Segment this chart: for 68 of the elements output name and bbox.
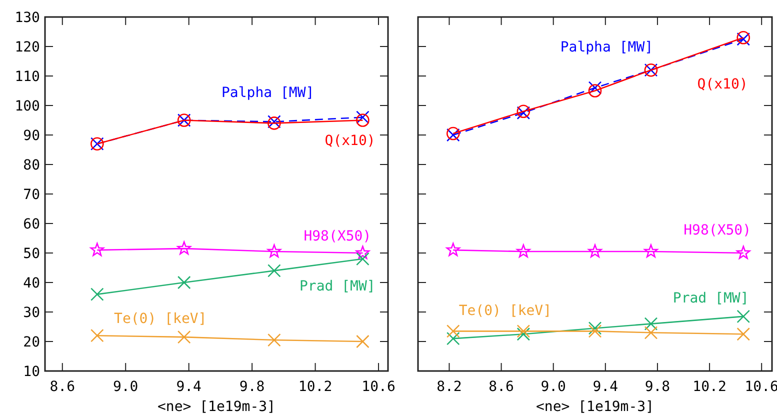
point xyxy=(268,264,281,278)
point xyxy=(588,81,602,94)
point xyxy=(267,244,282,258)
x-tick-label: 8.6 xyxy=(50,379,76,395)
series-label: Te(0) [keV] xyxy=(458,302,552,319)
point xyxy=(588,244,602,258)
x-tick-label: 9.0 xyxy=(540,379,566,395)
x-tick-label: 9.0 xyxy=(112,379,138,395)
x-tick-label: 9.8 xyxy=(644,379,670,395)
point xyxy=(644,326,658,340)
point xyxy=(177,241,192,255)
point xyxy=(516,244,530,258)
y-tick-label: 80 xyxy=(23,158,40,174)
y-tick-label: 70 xyxy=(23,187,40,203)
x-tick-label: 10.2 xyxy=(692,379,726,395)
point xyxy=(588,84,602,98)
y-tick-label: 40 xyxy=(23,276,40,292)
point xyxy=(90,242,104,256)
point xyxy=(90,328,104,342)
y-tick-label: 20 xyxy=(23,334,40,350)
series-label: Te(0) [keV] xyxy=(114,310,207,327)
x-tick-label: 10.2 xyxy=(298,379,332,395)
series-label: H98(X50) xyxy=(684,222,752,238)
point xyxy=(177,330,191,344)
point xyxy=(736,246,750,259)
point xyxy=(356,334,370,348)
series-label: Palpha [MW] xyxy=(560,40,654,56)
x-tick-label: 10.6 xyxy=(362,379,396,395)
point xyxy=(356,110,370,124)
series-label: Q(x10) xyxy=(697,76,748,92)
x-tick-label: 8.6 xyxy=(488,379,514,395)
point xyxy=(177,276,191,290)
point xyxy=(588,324,602,338)
y-tick-label: 50 xyxy=(23,246,40,262)
point xyxy=(356,114,370,127)
y-tick-label: 90 xyxy=(23,128,40,144)
point xyxy=(644,317,658,330)
point xyxy=(588,322,602,335)
point xyxy=(644,244,658,258)
y-tick-label: 10 xyxy=(23,364,40,380)
point xyxy=(356,252,370,266)
x-axis-title: <ne> [1e19m-3] xyxy=(157,399,276,415)
x-tick-label: 8.2 xyxy=(436,379,462,395)
point xyxy=(736,310,750,324)
x-tick-label: 9.4 xyxy=(176,379,202,395)
point xyxy=(516,324,530,338)
point xyxy=(268,333,281,347)
y-tick-label: 110 xyxy=(14,69,40,85)
series-label: H98(X50) xyxy=(304,228,372,244)
series-label: Prad [MW] xyxy=(672,290,749,306)
point xyxy=(90,288,104,301)
y-tick-label: 120 xyxy=(14,40,40,56)
point xyxy=(446,242,460,256)
series-label: Palpha [MW] xyxy=(222,84,314,101)
x-tick-label: 9.4 xyxy=(592,379,618,395)
point xyxy=(516,327,530,341)
y-tick-label: 60 xyxy=(23,216,40,232)
point xyxy=(446,324,460,338)
x-axis-title: <ne> [1e19m-3] xyxy=(536,399,654,415)
point xyxy=(736,327,750,341)
y-tick-label: 100 xyxy=(14,98,40,114)
series-label: Prad [MW] xyxy=(299,278,376,294)
point xyxy=(446,332,460,346)
y-tick-label: 130 xyxy=(14,10,40,26)
y-tick-label: 30 xyxy=(23,305,40,321)
x-tick-label: 9.8 xyxy=(239,379,265,395)
series-label: Q(x10) xyxy=(324,133,376,150)
point xyxy=(356,246,370,259)
